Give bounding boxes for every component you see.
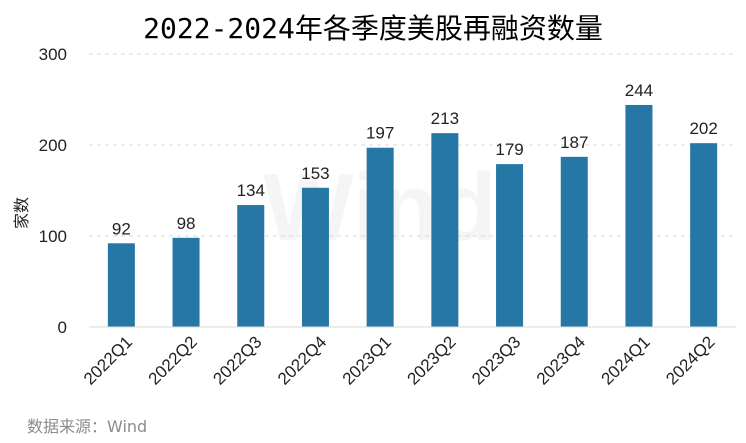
y-tick-label: 0 (58, 318, 67, 337)
data-label: 98 (177, 214, 196, 233)
bar (107, 243, 135, 327)
data-label: 92 (112, 219, 131, 238)
bar (237, 205, 265, 327)
bar (560, 156, 588, 327)
x-tick-label: 2022Q1 (80, 332, 136, 388)
x-axis-ticks: 2022Q1 2022Q2 2022Q3 2022Q4 2023Q1 2023Q2 2023… (80, 332, 719, 388)
x-tick-label: 2024Q2 (662, 332, 718, 388)
x-tick-label: 2023Q3 (468, 332, 524, 388)
data-label: 153 (301, 164, 329, 183)
chart-title: 2022-2024年各季度美股再融资数量 (143, 12, 603, 45)
x-tick-label: 2022Q3 (209, 332, 265, 388)
y-axis-label: 家数 (12, 197, 31, 229)
x-tick-label: 2023Q2 (403, 332, 459, 388)
bar (496, 164, 524, 327)
source-note: 数据来源：Wind (27, 417, 147, 436)
x-tick-label: 2023Q4 (533, 332, 589, 388)
bar (431, 133, 459, 327)
bar (625, 104, 653, 328)
data-label: 134 (237, 181, 265, 200)
data-label: 213 (431, 109, 459, 128)
y-tick-label: 100 (39, 227, 67, 246)
x-tick-label: 2022Q4 (274, 332, 330, 388)
data-label: 179 (495, 140, 523, 159)
bar (690, 143, 718, 327)
y-tick-label: 300 (39, 45, 67, 64)
bars (107, 104, 718, 328)
x-tick-label: 2023Q1 (339, 332, 395, 388)
data-labels: 92 98 134 153 197 213 179 187 244 202 (112, 81, 718, 238)
bar (172, 237, 200, 327)
bar (301, 187, 329, 327)
data-label: 187 (560, 133, 588, 152)
y-tick-label: 200 (39, 136, 67, 155)
data-label: 244 (625, 81, 653, 100)
x-tick-label: 2024Q1 (598, 332, 654, 388)
data-label: 202 (689, 119, 717, 138)
x-tick-label: 2022Q2 (145, 332, 201, 388)
y-axis-ticks: 0 100 200 300 (39, 45, 67, 337)
data-label: 197 (366, 124, 394, 143)
bar (366, 147, 394, 327)
